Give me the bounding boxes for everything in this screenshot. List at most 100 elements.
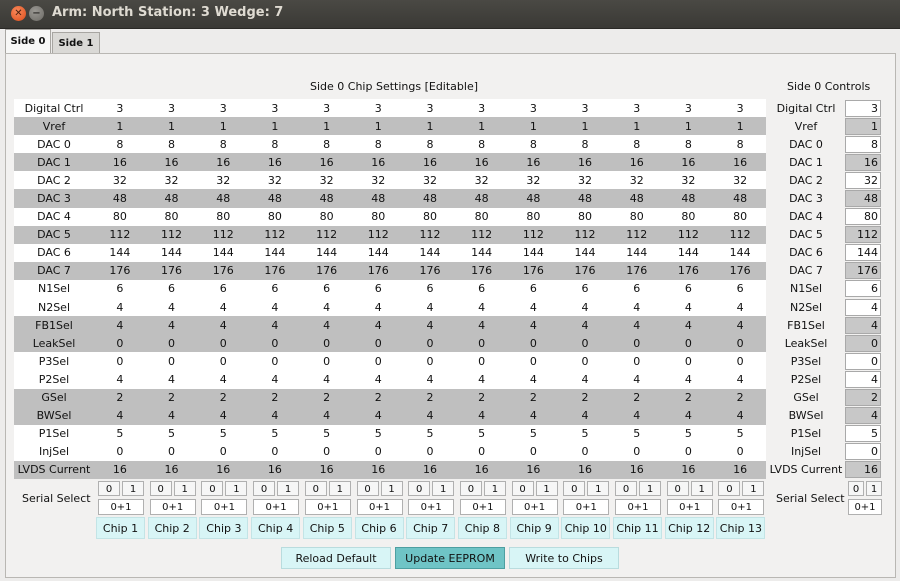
- chip-cell[interactable]: 4: [714, 298, 766, 317]
- tab-side-1[interactable]: Side 1: [52, 32, 100, 54]
- chip-cell[interactable]: 16: [404, 460, 456, 479]
- chip-cell[interactable]: 4: [145, 316, 198, 335]
- serial-bit-button[interactable]: 0: [563, 481, 586, 496]
- chip-cell[interactable]: 4: [507, 370, 560, 389]
- chip-cell[interactable]: 4: [300, 370, 353, 389]
- chip-cell[interactable]: 3: [455, 99, 508, 118]
- chip-cell[interactable]: 0: [94, 334, 146, 353]
- chip-cell[interactable]: 4: [197, 316, 250, 335]
- chip-cell[interactable]: 112: [197, 225, 250, 244]
- chip-cell[interactable]: 2: [662, 388, 715, 407]
- chip-button[interactable]: Chip 5: [302, 517, 352, 539]
- control-value-field[interactable]: 16: [845, 153, 881, 171]
- control-value-field[interactable]: 0: [845, 443, 881, 461]
- chip-cell[interactable]: 3: [300, 99, 353, 118]
- chip-cell[interactable]: 0: [300, 442, 353, 461]
- chip-cell[interactable]: 1: [610, 117, 663, 136]
- chip-cell[interactable]: 8: [714, 135, 766, 154]
- chip-cell[interactable]: 144: [300, 243, 353, 262]
- chip-cell[interactable]: 80: [197, 207, 250, 226]
- minimize-icon[interactable]: −: [29, 6, 44, 21]
- chip-cell[interactable]: 80: [559, 207, 611, 226]
- chip-button[interactable]: Chip 11: [613, 517, 662, 539]
- chip-cell[interactable]: 32: [559, 171, 611, 190]
- chip-cell[interactable]: 0: [507, 442, 560, 461]
- chip-cell[interactable]: 2: [404, 388, 456, 407]
- chip-cell[interactable]: 2: [352, 388, 405, 407]
- chip-cell[interactable]: 0: [300, 352, 353, 371]
- serial-select-value[interactable]: 0+1: [615, 499, 661, 515]
- chip-cell[interactable]: 144: [197, 243, 250, 262]
- chip-cell[interactable]: 4: [610, 316, 663, 335]
- serial-bit-button[interactable]: 0: [98, 481, 120, 496]
- serial-select-value[interactable]: 0+1: [459, 499, 506, 515]
- chip-cell[interactable]: 0: [249, 352, 301, 371]
- chip-cell[interactable]: 2: [94, 388, 146, 407]
- chip-cell[interactable]: 6: [94, 279, 146, 299]
- serial-select-value[interactable]: 0+1: [563, 499, 610, 515]
- chip-cell[interactable]: 6: [714, 279, 766, 299]
- chip-cell[interactable]: 48: [145, 189, 198, 208]
- chip-button[interactable]: Chip 10: [561, 517, 611, 539]
- chip-cell[interactable]: 16: [610, 153, 663, 172]
- chip-cell[interactable]: 0: [455, 442, 508, 461]
- chip-cell[interactable]: 6: [404, 279, 456, 299]
- chip-cell[interactable]: 8: [300, 135, 353, 154]
- controls-serial-bit-button[interactable]: 0: [848, 481, 864, 496]
- chip-cell[interactable]: 4: [559, 406, 611, 425]
- chip-cell[interactable]: 4: [507, 406, 560, 425]
- chip-cell[interactable]: 1: [455, 117, 508, 136]
- chip-cell[interactable]: 144: [559, 243, 611, 262]
- chip-cell[interactable]: 16: [300, 153, 353, 172]
- chip-cell[interactable]: 4: [94, 298, 146, 317]
- serial-bit-button[interactable]: 0: [408, 481, 431, 496]
- chip-cell[interactable]: 176: [352, 261, 405, 280]
- chip-cell[interactable]: 16: [197, 153, 250, 172]
- serial-select-value[interactable]: 0+1: [149, 499, 196, 515]
- chip-cell[interactable]: 4: [559, 298, 611, 317]
- serial-bit-button[interactable]: 1: [277, 481, 300, 496]
- chip-cell[interactable]: 4: [145, 406, 198, 425]
- controls-serial-select-value[interactable]: 0+1: [848, 499, 882, 515]
- chip-cell[interactable]: 48: [662, 189, 715, 208]
- chip-cell[interactable]: 4: [197, 298, 250, 317]
- chip-cell[interactable]: 1: [300, 117, 353, 136]
- chip-cell[interactable]: 48: [610, 189, 663, 208]
- chip-cell[interactable]: 16: [662, 460, 715, 479]
- serial-bit-button[interactable]: 1: [432, 481, 455, 496]
- chip-cell[interactable]: 4: [455, 406, 508, 425]
- chip-cell[interactable]: 4: [352, 298, 405, 317]
- chip-cell[interactable]: 112: [610, 225, 663, 244]
- chip-cell[interactable]: 4: [610, 370, 663, 389]
- chip-button[interactable]: Chip 12: [664, 517, 714, 539]
- serial-bit-button[interactable]: 1: [225, 481, 248, 496]
- chip-cell[interactable]: 4: [249, 316, 301, 335]
- chip-cell[interactable]: 0: [94, 352, 146, 371]
- serial-bit-button[interactable]: 1: [328, 481, 351, 496]
- control-value-field[interactable]: 4: [845, 370, 881, 388]
- write-to-chips-button[interactable]: Write to Chips: [509, 547, 619, 569]
- chip-cell[interactable]: 16: [404, 153, 456, 172]
- serial-select-value[interactable]: 0+1: [98, 499, 144, 515]
- control-value-field[interactable]: 80: [845, 208, 881, 226]
- chip-cell[interactable]: 5: [249, 424, 301, 443]
- chip-cell[interactable]: 3: [404, 99, 456, 118]
- reload-default-button[interactable]: Reload Default: [281, 547, 391, 569]
- chip-cell[interactable]: 48: [94, 189, 146, 208]
- chip-cell[interactable]: 80: [249, 207, 301, 226]
- control-value-field[interactable]: 176: [845, 262, 881, 280]
- chip-cell[interactable]: 32: [404, 171, 456, 190]
- control-value-field[interactable]: 144: [845, 244, 881, 262]
- chip-button[interactable]: Chip 1: [96, 517, 145, 539]
- chip-cell[interactable]: 112: [300, 225, 353, 244]
- chip-cell[interactable]: 6: [662, 279, 715, 299]
- chip-cell[interactable]: 0: [559, 442, 611, 461]
- chip-cell[interactable]: 1: [145, 117, 198, 136]
- chip-cell[interactable]: 4: [197, 406, 250, 425]
- chip-cell[interactable]: 16: [662, 153, 715, 172]
- chip-cell[interactable]: 176: [559, 261, 611, 280]
- chip-cell[interactable]: 32: [300, 171, 353, 190]
- chip-cell[interactable]: 4: [197, 370, 250, 389]
- chip-cell[interactable]: 176: [404, 261, 456, 280]
- serial-bit-button[interactable]: 0: [201, 481, 224, 496]
